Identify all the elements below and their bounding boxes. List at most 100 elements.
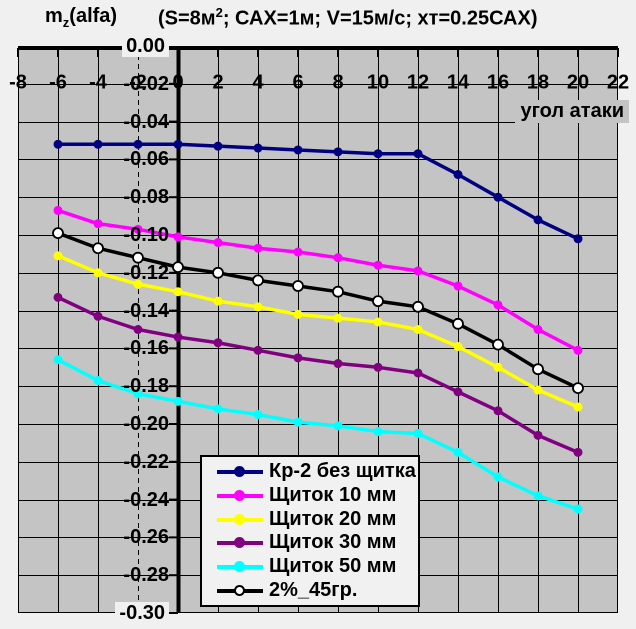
- data-point-s30: [493, 406, 503, 416]
- data-point-kr2: [413, 149, 423, 159]
- data-point-s20: [573, 402, 583, 412]
- data-point-kr2: [173, 139, 183, 149]
- data-point-kr2: [533, 215, 543, 225]
- data-point-s50: [53, 355, 63, 365]
- legend-marker-icon: [234, 489, 245, 501]
- legend-item-s10: Щиток 10 мм: [217, 484, 416, 507]
- x-tick-label: 8: [332, 71, 344, 94]
- data-point-p2: [412, 300, 424, 313]
- data-point-s30: [533, 430, 543, 440]
- title-m: m: [45, 5, 63, 27]
- y-tick-label: -0.14: [123, 299, 169, 322]
- data-point-p2: [52, 227, 64, 240]
- data-point-s10: [573, 345, 583, 355]
- chart-title-function: mz(alfa): [45, 5, 117, 30]
- data-point-p2: [332, 285, 344, 298]
- x-tick-label: 14: [446, 71, 470, 94]
- y-tick-label: -0.06: [123, 148, 169, 171]
- data-point-p2: [252, 274, 264, 287]
- y-tick-label: -0.08: [123, 186, 169, 209]
- data-point-s30: [93, 311, 103, 321]
- legend-item-s30: Щиток 30 мм: [217, 531, 416, 554]
- data-point-s30: [293, 353, 303, 363]
- legend-label: Щиток 10 мм: [269, 483, 397, 506]
- legend-label: Щиток 30 мм: [269, 531, 397, 554]
- y-tick-label: -0.28: [123, 564, 169, 587]
- data-point-s20: [533, 385, 543, 395]
- legend-label: Кр-2 без щитка: [269, 460, 416, 483]
- data-point-s10: [453, 281, 463, 291]
- series-line-s30: [56, 295, 580, 455]
- data-point-kr2: [453, 170, 463, 180]
- data-point-p2: [292, 280, 304, 292]
- plot-svg: [17, 46, 619, 614]
- x-tick-label: 22: [606, 71, 630, 94]
- title-subscript: z: [62, 15, 70, 30]
- x-tick-label: 18: [526, 71, 550, 94]
- data-point-p2: [372, 295, 384, 308]
- x-tick-label: 4: [252, 71, 264, 94]
- data-point-s10: [213, 238, 223, 248]
- data-point-s30: [53, 292, 63, 302]
- x-tick-label: 12: [406, 71, 430, 94]
- series-line-s20: [56, 254, 580, 409]
- data-point-s10: [173, 232, 183, 242]
- legend-line-sample: [217, 560, 263, 573]
- y-tick-label: 0.00: [122, 35, 169, 57]
- data-point-s30: [373, 362, 383, 372]
- series-line-p2: [56, 231, 580, 390]
- data-point-s30: [133, 325, 143, 334]
- data-point-s20: [133, 279, 143, 289]
- data-point-s20: [213, 296, 223, 306]
- x-tick-label: 10: [366, 71, 390, 94]
- data-point-s50: [253, 410, 263, 420]
- data-point-p2: [212, 266, 224, 279]
- data-point-s10: [493, 300, 503, 310]
- data-point-s50: [373, 427, 383, 437]
- data-point-p2: [572, 382, 584, 394]
- legend-line-sample: [217, 584, 263, 597]
- data-point-kr2: [373, 149, 383, 159]
- data-point-kr2: [493, 192, 503, 202]
- data-point-s20: [53, 251, 63, 261]
- data-point-s10: [253, 243, 263, 253]
- data-point-s30: [213, 338, 223, 348]
- data-point-s10: [133, 224, 143, 234]
- data-point-s20: [373, 317, 383, 327]
- legend-label: 2%_45гр.: [269, 578, 358, 601]
- legend-item-kr2: Кр-2 без щитка: [217, 460, 416, 483]
- data-point-p2: [492, 338, 504, 351]
- data-point-s10: [53, 205, 63, 215]
- data-point-s20: [173, 287, 183, 297]
- data-point-s10: [533, 325, 543, 334]
- data-point-s20: [333, 313, 343, 323]
- data-point-s30: [333, 359, 343, 369]
- data-point-s50: [173, 396, 183, 406]
- data-point-s50: [453, 447, 463, 457]
- legend-marker-icon: [234, 537, 245, 549]
- data-point-kr2: [253, 143, 263, 153]
- y-tick-label: -0.10: [123, 224, 169, 246]
- legend-label: Щиток 50 мм: [269, 554, 397, 577]
- y-tick-label: -0.12: [123, 261, 169, 284]
- y-tick-label: -0.16: [123, 337, 169, 360]
- x-tick-label: 2: [212, 71, 224, 94]
- y-tick-label: -0.24: [123, 488, 169, 511]
- data-point-s50: [93, 376, 103, 386]
- legend: Кр-2 без щитка Щиток 10 мм Щиток 20 мм Щито…: [200, 455, 420, 607]
- data-point-s10: [293, 247, 303, 257]
- legend-marker-icon: [234, 584, 245, 596]
- x-axis-title: угол атаки: [515, 100, 629, 123]
- data-point-s10: [373, 260, 383, 270]
- data-point-s50: [213, 404, 223, 414]
- cond-pre: (S=8м: [158, 7, 216, 30]
- data-point-s20: [93, 268, 103, 278]
- y-tick-label: -0.04: [123, 110, 169, 133]
- title-alfa: (alfa): [69, 5, 118, 27]
- x-tick-label: -4: [89, 71, 107, 94]
- data-point-p2: [532, 363, 544, 376]
- data-point-s10: [93, 219, 103, 229]
- data-point-s20: [493, 362, 503, 372]
- data-point-s10: [413, 266, 423, 276]
